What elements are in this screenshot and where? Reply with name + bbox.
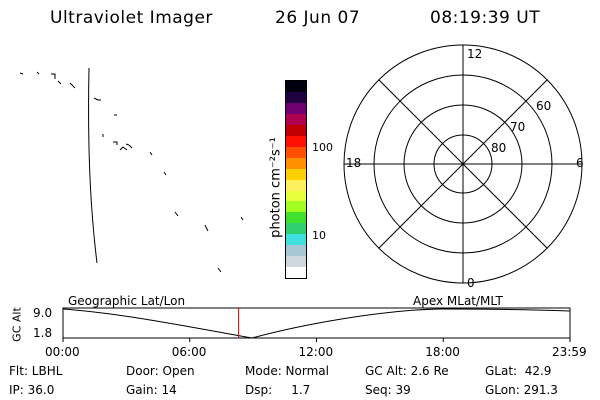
geo-latitude-value: GLat: 42.9: [485, 364, 552, 378]
coastline-fragment: [19, 72, 24, 75]
colorbar-swatch: [286, 146, 306, 158]
mlt-label-top: 12: [467, 47, 483, 61]
mode-value: Mode: Normal: [245, 364, 329, 378]
colorbar-swatch: [286, 201, 306, 213]
timeline-tick-label: 23:59: [552, 345, 587, 359]
timeline-ymin: 1.8: [33, 326, 53, 340]
colorbar-tick-10: 10: [312, 229, 326, 242]
colorbar-swatch: [286, 190, 306, 202]
geo-longitude-value: GLon: 291.3: [485, 383, 558, 397]
mlat-ring-80: [433, 134, 493, 194]
filter-value: Flt: LBHL: [9, 364, 63, 378]
colorbar-swatch: [286, 267, 306, 278]
colorbar-swatch: [286, 234, 306, 246]
mlt-diagonal-1: [378, 79, 548, 249]
dsp-value: Dsp: 1.7: [245, 383, 311, 397]
timeline-ymax: 9.0: [33, 306, 53, 320]
timeline-tick-label: 18:00: [425, 345, 460, 359]
colorbar-swatch: [286, 103, 306, 114]
terminator-line: [88, 67, 98, 264]
colorbar-swatch: [286, 256, 306, 268]
gain-value: Gain: 14: [126, 383, 177, 397]
ip-value: IP: 36.0: [9, 383, 55, 397]
colorbar-unit-label: photon cm⁻²s⁻¹: [268, 137, 284, 238]
mlt-label-bottom: 0: [467, 276, 475, 290]
door-value: Door: Open: [126, 364, 195, 378]
colorbar-swatch: [286, 212, 306, 224]
coastline-fragment: [240, 216, 244, 221]
coastline-fragment: [217, 267, 222, 273]
timeline-tick-label: 06:00: [171, 345, 207, 359]
timeline-axis-title: GC Alt: [10, 307, 24, 342]
intensity-colorbar: [285, 80, 307, 279]
colorbar-swatch: [286, 223, 306, 235]
coastline-fragment: [125, 143, 133, 149]
altitude-curve: [62, 308, 571, 339]
coastline-fragment: [93, 97, 101, 101]
colorbar-swatch: [286, 124, 306, 136]
mlat-label-60: 60: [536, 99, 552, 113]
coastline-fragment: [204, 224, 209, 232]
coastline-fragment: [113, 141, 118, 145]
mlat-ring-60: [373, 74, 553, 254]
sequence-value: Seq: 39: [365, 383, 411, 397]
colorbar-swatch: [286, 113, 306, 125]
timeline-right-caption: Apex MLat/MLT: [413, 294, 503, 308]
mlt-label-left: 18: [346, 156, 362, 170]
observation-time: 08:19:39 UT: [430, 8, 541, 28]
colorbar-swatch: [286, 245, 306, 257]
colorbar-swatch: [286, 135, 306, 147]
timeline-frame: [62, 307, 571, 339]
observation-date: 26 Jun 07: [275, 8, 361, 28]
mlat-ring-70: [403, 104, 523, 224]
coastline-fragment: [51, 73, 56, 79]
colorbar-swatch: [286, 157, 306, 169]
colorbar-tick-100: 100: [312, 141, 333, 154]
colorbar-swatch: [286, 168, 306, 180]
mlat-label-80: 80: [491, 141, 507, 155]
mlt-diagonal-2: [378, 79, 548, 249]
colorbar-swatch: [286, 179, 306, 191]
mlat-label-70: 70: [510, 120, 526, 134]
coastline-fragment: [163, 171, 167, 176]
timeline-tick-label: 00:00: [45, 345, 80, 359]
mlt-label-right: 6: [576, 156, 584, 170]
timeline-left-caption: Geographic Lat/Lon: [68, 294, 186, 308]
coastline-fragment: [69, 82, 76, 89]
coastline-fragment: [57, 80, 62, 85]
colorbar-swatch: [286, 92, 306, 103]
gc-altitude-value: GC Alt: 2.6 Re: [365, 364, 449, 378]
coastline-fragment: [119, 146, 128, 151]
coastline-fragment: [36, 71, 40, 75]
timeline-tick-label: 12:00: [298, 345, 334, 359]
colorbar-swatch: [286, 81, 306, 93]
coastline-fragment: [174, 211, 179, 217]
coastline-fragment: [149, 151, 153, 156]
mlat-ring-outer: [343, 44, 583, 284]
instrument-title: Ultraviolet Imager: [50, 8, 213, 28]
